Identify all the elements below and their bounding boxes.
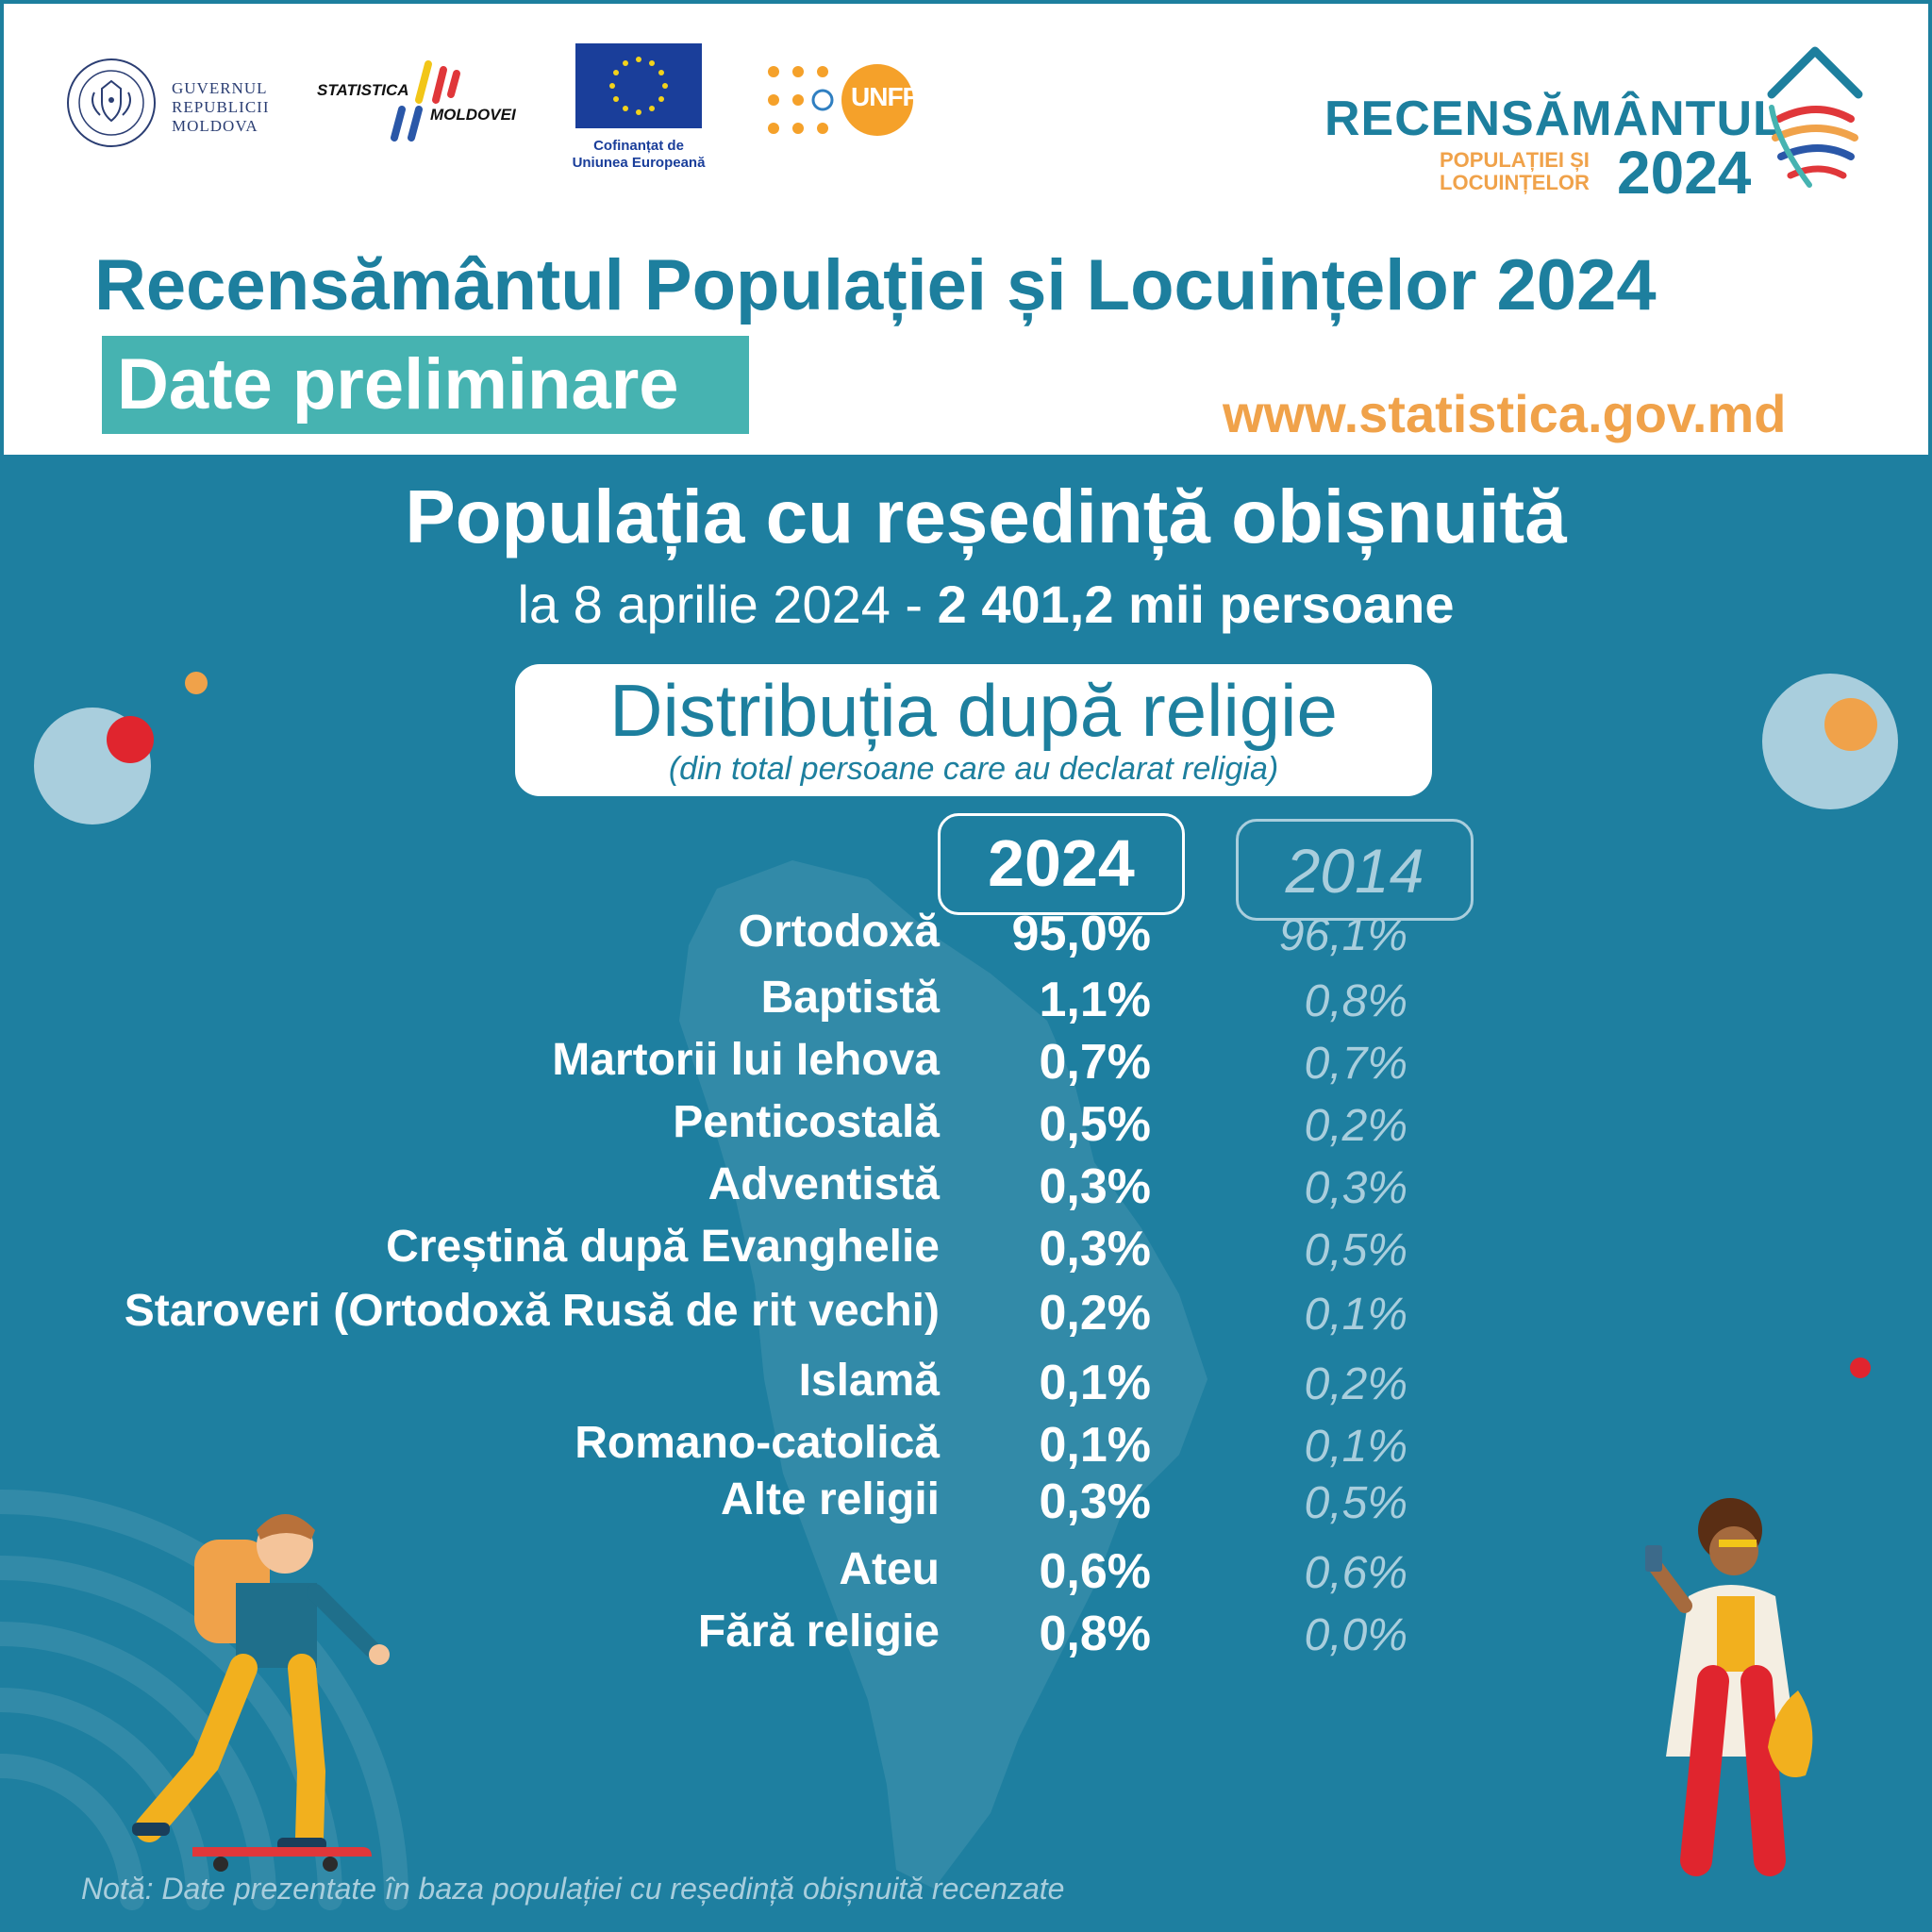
- preliminary-badge: Date preliminare: [102, 336, 749, 434]
- table-row: Islamă 0,1% 0,2%: [0, 1355, 1932, 1421]
- population-subtitle: la 8 aprilie 2024 - 2 401,2 mii persoane: [0, 574, 1932, 635]
- main-panel: Populația cu reședință obișnuită la 8 ap…: [0, 455, 1932, 1932]
- value-2024: 0,7%: [1039, 1035, 1151, 1090]
- skateboarder-illustration-icon: [132, 1514, 390, 1872]
- brand-subtitle-line-2: LOCUINȚELOR: [1440, 171, 1590, 194]
- stat-logo-line-1: STATISTICA: [317, 81, 409, 99]
- table-row: Staroveri (Ortodoxă Rusă de rit vechi) 0,…: [0, 1285, 1932, 1351]
- brand-subtitle: POPULAȚIEI ȘI LOCUINȚELOR: [1440, 149, 1590, 194]
- value-2024: 95,0%: [1011, 907, 1151, 961]
- unfpa-label: UNFPA: [851, 82, 936, 111]
- religion-label: Ortodoxă: [738, 907, 940, 957]
- gov-line-2: REPUBLICII: [172, 98, 270, 116]
- religion-label: Islamă: [798, 1356, 940, 1406]
- footnote: Notă: Date prezentate în baza populației…: [81, 1872, 1065, 1906]
- unfpa-logo-icon: [768, 64, 913, 136]
- value-2014: 0,2%: [1304, 1359, 1407, 1409]
- value-2024: 0,8%: [1039, 1607, 1151, 1661]
- value-2014: 0,7%: [1304, 1039, 1407, 1089]
- value-2024: 1,1%: [1039, 973, 1151, 1027]
- orange-dot-right-icon: [1824, 698, 1877, 751]
- value-2014: 0,5%: [1304, 1225, 1407, 1275]
- stat-logo-line-2: MOLDOVEI: [430, 106, 516, 124]
- value-2014: 0,0%: [1304, 1610, 1407, 1660]
- website-link[interactable]: www.statistica.gov.md: [1223, 384, 1787, 443]
- value-2024: 0,3%: [1039, 1222, 1151, 1276]
- religion-label: Ateu: [839, 1544, 940, 1594]
- table-row: Penticostală 0,5% 0,2%: [0, 1096, 1932, 1162]
- religion-label: Creștină după Evanghelie: [386, 1222, 940, 1272]
- value-2014: 0,6%: [1304, 1548, 1407, 1598]
- gov-line-1: GUVERNUL: [172, 79, 268, 97]
- eu-flag-icon: [575, 43, 702, 128]
- value-2024: 0,3%: [1039, 1474, 1151, 1529]
- government-seal-icon: [67, 58, 156, 147]
- table-row: Romano-catolică 0,1% 0,1%: [0, 1417, 1932, 1483]
- religion-label: Staroveri (Ortodoxă Rusă de rit vechi): [124, 1286, 940, 1336]
- section-title: Populația cu reședință obișnuită: [405, 475, 1567, 558]
- statistica-bars-icon: [391, 60, 460, 142]
- eu-caption-line-2: Uniunea Europeană: [572, 155, 706, 171]
- table-row: Ortodoxă 95,0% 96,1%: [0, 906, 1932, 972]
- year-2014-header: 2014: [1236, 819, 1474, 921]
- value-2014: 0,3%: [1304, 1163, 1407, 1213]
- brand-year: 2024: [1617, 139, 1752, 207]
- red-dot-small-icon: [1850, 1357, 1871, 1378]
- religion-label: Adventistă: [708, 1159, 940, 1209]
- table-row: Alte religii 0,3% 0,5%: [0, 1474, 1932, 1540]
- value-2014: 96,1%: [1278, 910, 1407, 960]
- value-2014: 0,2%: [1304, 1101, 1407, 1151]
- brand-subtitle-line-1: POPULAȚIEI ȘI: [1440, 148, 1590, 172]
- population-total: 2 401,2 mii persoane: [937, 575, 1455, 634]
- brand-title: RECENSĂMÂNTUL: [1324, 92, 1784, 146]
- value-2024: 0,5%: [1039, 1097, 1151, 1152]
- value-2014: 0,5%: [1304, 1478, 1407, 1528]
- religion-label: Penticostală: [673, 1097, 940, 1147]
- table-row: Ateu 0,6% 0,6%: [0, 1543, 1932, 1609]
- value-2024: 0,6%: [1039, 1544, 1151, 1599]
- moldova-map-icon: [679, 860, 1208, 1889]
- subtitle-prefix: la 8 aprilie 2024 -: [517, 575, 938, 634]
- main-title: Recensământul Populației și Locuințelor …: [94, 245, 1657, 325]
- value-2014: 0,1%: [1304, 1290, 1407, 1340]
- religion-label: Romano-catolică: [575, 1418, 940, 1468]
- gov-line-3: MOLDOVA: [172, 117, 258, 135]
- header: GUVERNUL REPUBLICII MOLDOVA STATISTICA M…: [0, 0, 1932, 455]
- value-2014: 0,1%: [1304, 1422, 1407, 1472]
- table-row: Creștină după Evanghelie 0,3% 0,5%: [0, 1221, 1932, 1287]
- distribution-note: (din total persoane care au declarat rel…: [668, 751, 1279, 787]
- religion-label: Alte religii: [720, 1474, 940, 1524]
- woman-with-phone-illustration-icon: [1645, 1498, 1813, 1876]
- table-row: Baptistă 1,1% 0,8%: [0, 972, 1932, 1038]
- table-row: Martorii lui Iehova 0,7% 0,7%: [0, 1034, 1932, 1100]
- religion-label: Martorii lui Iehova: [552, 1035, 940, 1085]
- light-circle-right-icon: [1762, 674, 1898, 809]
- eu-caption-line-1: Cofinanțat de: [593, 138, 684, 154]
- eu-caption: Cofinanțat de Uniunea Europeană: [562, 138, 715, 172]
- orange-dot-icon: [185, 672, 208, 694]
- religion-label: Fără religie: [697, 1607, 940, 1657]
- religion-label: Baptistă: [760, 973, 940, 1023]
- year-2024-header: 2024: [938, 813, 1185, 915]
- distribution-title-box: Distribuția după religie (din total pers…: [515, 664, 1432, 796]
- table-row: Adventistă 0,3% 0,3%: [0, 1158, 1932, 1224]
- value-2024: 0,1%: [1039, 1356, 1151, 1410]
- table-row: Fără religie 0,8% 0,0%: [0, 1606, 1932, 1672]
- value-2024: 0,1%: [1039, 1418, 1151, 1473]
- value-2014: 0,8%: [1304, 976, 1407, 1026]
- red-dot-icon: [107, 716, 154, 763]
- value-2024: 0,2%: [1039, 1286, 1151, 1341]
- government-logo-text: GUVERNUL REPUBLICII MOLDOVA: [172, 79, 270, 136]
- value-2024: 0,3%: [1039, 1159, 1151, 1214]
- distribution-title: Distribuția după religie: [609, 669, 1338, 752]
- census-house-icon: [1767, 46, 1863, 188]
